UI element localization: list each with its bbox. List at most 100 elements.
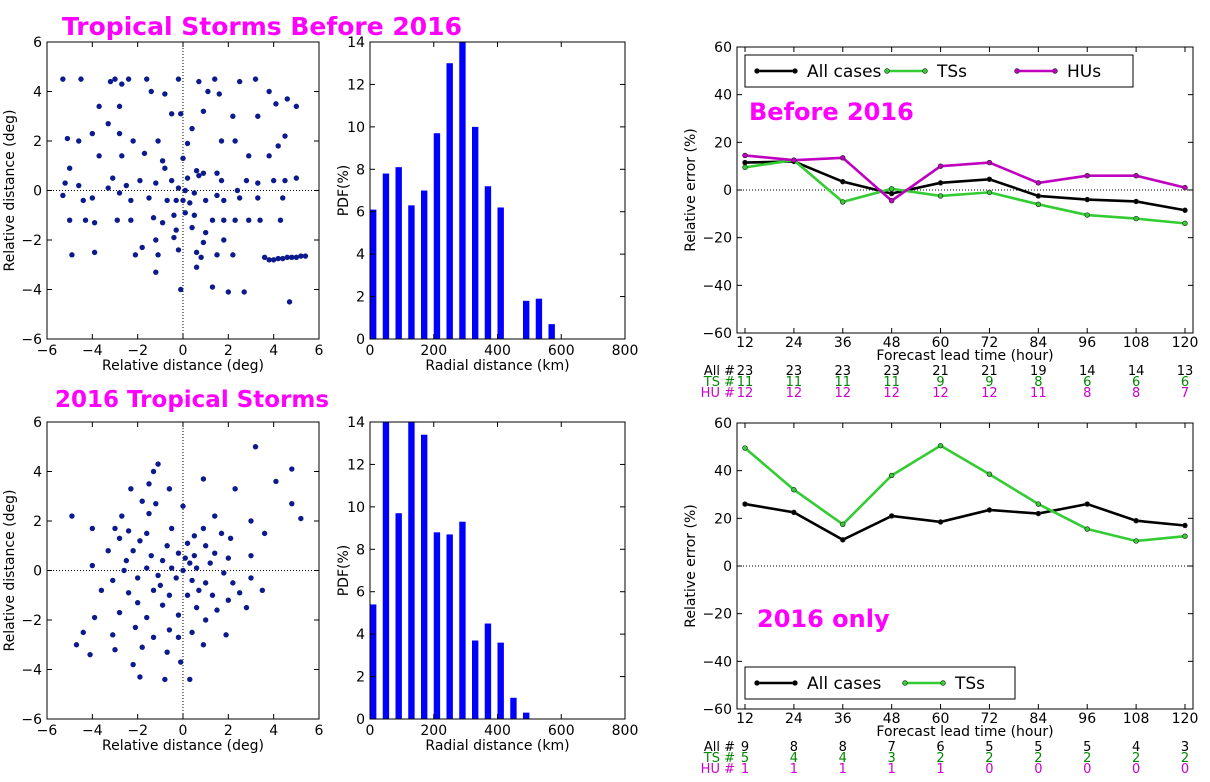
scatter-point	[116, 609, 123, 616]
scatter-point	[76, 182, 82, 189]
scatter-point	[66, 165, 73, 171]
scatter-point	[270, 177, 277, 184]
count-value: 0	[1181, 762, 1189, 777]
scatter-point	[157, 582, 164, 589]
legend-marker	[754, 68, 760, 74]
histogram-bar	[382, 173, 390, 339]
x-tick-label: 60	[932, 711, 950, 727]
legend-label: TSs	[936, 62, 967, 82]
series-point	[1035, 201, 1042, 208]
x-tick-label: −4	[82, 343, 103, 359]
count-value: 4	[839, 751, 847, 766]
series-point	[742, 159, 748, 166]
scatter-point	[110, 577, 116, 584]
scatter-point	[191, 552, 198, 559]
histogram-bar	[395, 167, 402, 339]
scatter-point	[218, 138, 225, 144]
scatter-point	[259, 587, 266, 593]
series-point	[937, 193, 944, 199]
scatter-point	[255, 113, 261, 119]
scatter-point	[175, 185, 182, 191]
count-row-label: HU #	[701, 762, 735, 777]
scatter-point	[166, 486, 173, 492]
count-value: 7	[888, 740, 896, 755]
histogram-bar	[370, 209, 377, 339]
scatter-point	[162, 165, 168, 171]
series-point	[937, 180, 944, 186]
scatter-point	[255, 195, 261, 201]
scatter-point	[155, 252, 161, 258]
scatter-point	[91, 219, 98, 226]
count-value: 12	[835, 386, 852, 401]
x-axis-label: Relative distance (deg)	[102, 358, 264, 374]
y-tick-label: 14	[347, 415, 365, 431]
series-point	[1133, 198, 1139, 205]
x-tick-label: 800	[612, 343, 639, 359]
legend-box	[744, 54, 1134, 88]
scatter-point	[180, 155, 186, 162]
series-point	[986, 471, 993, 477]
x-tick-label: 600	[548, 723, 575, 739]
histogram: 0 200 400 600 800 0 2 4 6 8 10 12 14 Radial distance …	[336, 35, 638, 374]
y-tick-label: 60	[714, 40, 732, 56]
scatter-point	[234, 187, 241, 194]
x-tick-label: 200	[420, 723, 447, 739]
scatter-point	[214, 607, 220, 613]
scatter-point	[202, 617, 209, 623]
scatter-point	[153, 237, 159, 243]
histogram-bar	[446, 63, 453, 339]
series-point	[1084, 501, 1090, 507]
series-point	[1133, 538, 1139, 544]
histogram-bar	[370, 604, 377, 719]
count-value: 23	[835, 364, 852, 379]
scatter-point	[159, 158, 166, 164]
scatter-point	[196, 172, 202, 179]
scatter-point	[202, 197, 209, 204]
scatter-point	[80, 197, 86, 204]
x-tick-label: 84	[1029, 335, 1047, 351]
scatter-point	[175, 550, 182, 556]
2016-only-label: 2016 only	[757, 605, 890, 633]
histogram-bar	[433, 532, 441, 719]
y-tick-label: 6	[33, 35, 42, 51]
scatter-point	[266, 257, 272, 263]
series-point	[937, 519, 944, 525]
count-value: 3	[888, 751, 896, 766]
scatter-point	[178, 286, 184, 293]
y-tick-label: 0	[723, 559, 732, 575]
scatter-point	[243, 177, 250, 184]
scatter-point	[193, 565, 200, 571]
scatter-point	[193, 249, 200, 256]
scatter-point	[182, 187, 188, 194]
x-tick-label: 72	[981, 335, 999, 351]
y-tick-label: −60	[702, 326, 732, 342]
y-tick-label: 8	[356, 542, 365, 558]
y-tick-label: 4	[356, 627, 365, 643]
scatter-point	[289, 500, 295, 507]
scatter-point	[62, 180, 68, 186]
count-value: 19	[1030, 364, 1047, 379]
count-value: 11	[835, 375, 852, 390]
scatter-point	[252, 444, 259, 450]
histogram-bar	[421, 434, 428, 719]
scatter-point	[155, 572, 161, 579]
count-value: 11	[883, 375, 900, 390]
x-axis-label: Forecast lead time (hour)	[876, 724, 1053, 740]
scatter-point	[91, 614, 98, 621]
scatter-point	[200, 239, 207, 246]
count-value: 12	[737, 386, 754, 401]
scatter-point	[116, 103, 123, 110]
scatter-point	[216, 91, 222, 97]
scatter-point	[212, 513, 218, 519]
scatter-point	[139, 644, 145, 650]
y-axis-label: Relative error (%)	[683, 504, 699, 627]
scatter-point	[123, 557, 130, 564]
count-row-label: All #	[704, 364, 735, 379]
count-row-label: HU #	[701, 386, 735, 401]
scatter-point	[214, 170, 220, 176]
scatter-point	[107, 78, 114, 85]
scatter-point	[230, 580, 236, 586]
histogram-bar	[433, 133, 441, 339]
count-value: 4	[790, 751, 798, 766]
legend-marker	[922, 68, 928, 74]
